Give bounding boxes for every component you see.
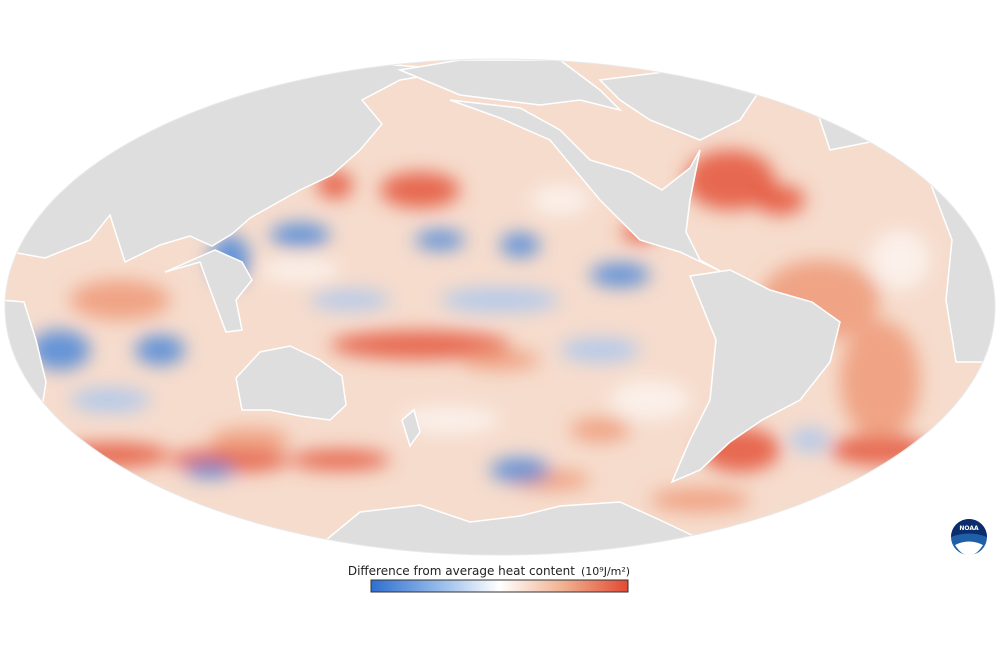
southeast-asia — [164, 249, 253, 333]
anomaly-blob — [490, 458, 550, 482]
anomaly-blob — [560, 338, 640, 362]
anomaly-field — [30, 100, 930, 512]
north-america — [449, 99, 723, 273]
noaa-logo: NOAA — [951, 519, 987, 556]
anomaly-blob — [530, 185, 590, 215]
legend-unit: (10⁹J/m²) — [581, 565, 630, 578]
anomaly-blob — [310, 290, 390, 310]
logo-top — [951, 519, 987, 537]
anomaly-blob — [260, 258, 340, 282]
logo-wave — [955, 541, 983, 556]
anomaly-blob — [570, 418, 630, 442]
anomaly-blob — [135, 335, 185, 365]
new-zealand — [401, 408, 421, 448]
legend-title: Difference from average heat content — [348, 564, 575, 578]
anomaly-blob — [460, 350, 540, 370]
anomaly-blob — [685, 150, 775, 210]
anomaly-blob — [500, 233, 540, 257]
south-america — [670, 269, 841, 484]
anomaly-blob — [70, 280, 170, 320]
anomaly-blob — [840, 320, 920, 440]
color-bar — [370, 579, 629, 593]
anomaly-blob — [440, 288, 560, 312]
anomaly-blob — [590, 263, 650, 287]
globe-outline — [4, 58, 996, 556]
anomaly-blob — [210, 428, 290, 452]
anomaly-blob — [30, 330, 90, 370]
anomaly-blob — [185, 462, 235, 478]
anomaly-blob — [290, 450, 390, 470]
anomaly-blob — [415, 230, 465, 250]
arctic-ice — [397, 59, 623, 112]
anomaly-blob — [755, 185, 805, 215]
logo-text: NOAA — [959, 525, 979, 532]
anomaly-blob — [70, 388, 150, 412]
anomaly-blob — [380, 172, 460, 208]
anomaly-blob — [650, 488, 750, 512]
australia — [235, 345, 347, 421]
anomaly-blob — [50, 443, 170, 467]
anomaly-blob — [610, 380, 690, 420]
anomaly-blob — [270, 223, 330, 247]
anomaly-blob — [400, 406, 500, 434]
anomaly-blob — [330, 331, 510, 359]
anomaly-blob — [870, 230, 930, 290]
anomaly-blob — [790, 428, 830, 452]
